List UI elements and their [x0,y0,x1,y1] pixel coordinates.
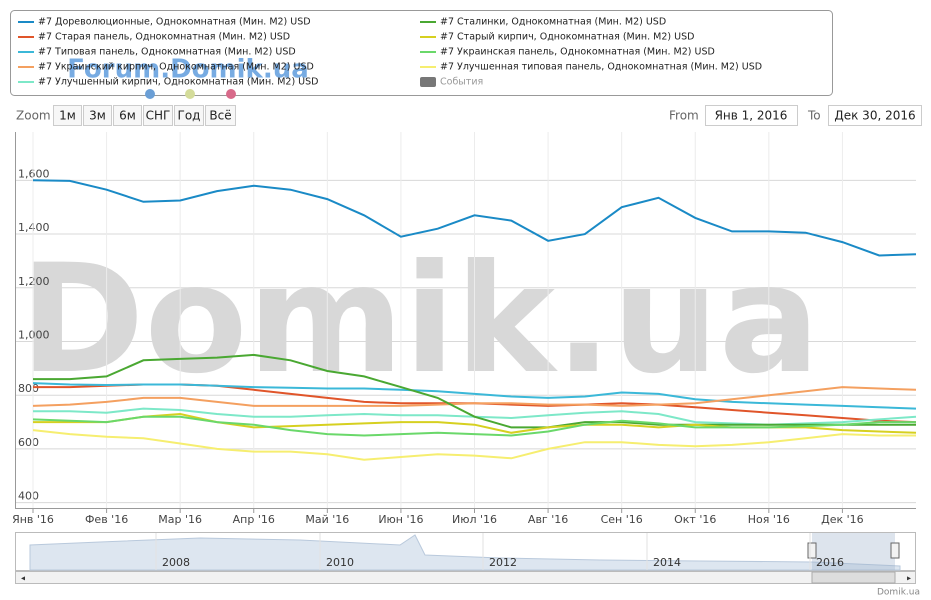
y-tick-label: 1,200 [18,275,50,288]
y-tick-label: 1,400 [18,221,50,234]
legend-label[interactable]: #7 Старая панель, Однокомнатная (Мин. М2… [38,32,290,43]
legend-label[interactable]: #7 Украинская панель, Однокомнатная (Мин… [440,47,715,58]
series-line [32,382,917,410]
series-line [32,429,916,461]
legend-label[interactable]: #7 Украинский кирпич, Однокомнатная (Мин… [38,62,314,73]
to-value[interactable]: Дек 30, 2016 [834,109,915,123]
plot-area: 400 600 800 1,000 1,200 1,400 1,600 Янв '16 Фев … [12,132,917,526]
from-value[interactable]: Янв 1, 2016 [715,109,788,123]
navigator-label: 2010 [326,556,354,569]
legend-label[interactable]: #7 Дореволюционные, Однокомнатная (Мин. … [38,17,311,28]
x-tick-label: Мар '16 [158,513,202,526]
legend-label[interactable]: #7 Улучшенная типовая панель, Однокомнат… [440,62,762,73]
navigator-area [29,534,901,571]
zoom-button[interactable] [205,105,236,126]
zoom-button-label[interactable]: 3м [89,109,106,123]
y-tick-label: 600 [18,436,39,449]
x-tick-label: Дек '16 [821,513,864,526]
x-tick-label: Июн '16 [378,513,423,526]
x-tick-label: Май '16 [305,513,349,526]
zoom-button-label[interactable]: Всё [209,109,231,123]
x-tick-label: Янв '16 [12,513,54,526]
zoom-button[interactable] [113,105,142,126]
zoom-button[interactable] [53,105,82,126]
navigator-label: 2012 [489,556,517,569]
y-tick-label: 800 [18,382,39,395]
legend-label[interactable]: #7 Старый кирпич, Однокомнатная (Мин. М2… [440,32,694,43]
zoom-button-label[interactable]: 6м [119,109,136,123]
series-line [32,179,917,257]
from-input[interactable] [705,105,798,126]
legend-label[interactable]: #7 Типовая панель, Однокомнатная (Мин. М… [38,47,296,58]
to-label: To [807,109,821,123]
decor-dot [185,89,195,99]
watermark: Domik.ua [20,233,820,407]
zoom-button-label[interactable]: 1м [59,109,76,123]
y-tick-label: 1,000 [18,328,50,341]
x-tick-label: Июл '16 [452,513,497,526]
navigator-label: 2008 [162,556,190,569]
scrollbar-thumb[interactable] [811,571,896,584]
decor-dot [145,89,155,99]
credit: Domik.ua [877,588,920,598]
x-tick-label: Сен '16 [601,513,643,526]
zoom-label: Zoom [16,109,51,123]
series-line [33,353,916,429]
zoom-button-label[interactable]: СНГ [146,109,171,123]
scroll-right[interactable]: ▸ [907,574,911,583]
zoom-button[interactable] [83,105,112,126]
y-tick-label: 400 [18,490,39,503]
watermark-top: Forum.Domik.ua [67,55,309,85]
navigator-label: 2014 [653,556,681,569]
zoom-button[interactable] [143,105,173,126]
series-line [32,386,917,407]
x-tick-label: Апр '16 [233,513,275,526]
series-line [32,415,916,437]
to-input[interactable] [828,105,922,126]
scroll-left[interactable]: ◂ [21,574,25,583]
decor-dot [226,89,236,99]
legend-label[interactable]: #7 Улучшенный кирпич, Однокомнатная (Мин… [38,77,318,88]
x-tick-label: Фев '16 [85,513,128,526]
legend-swatch[interactable] [420,77,436,87]
x-tick-label: Окт '16 [674,513,716,526]
legend-label[interactable]: #7 Сталинки, Однокомнатная (Мин. М2) USD [440,17,666,28]
navigator-handle[interactable] [890,542,900,559]
x-tick-label: Авг '16 [528,513,568,526]
navigator-selection[interactable] [812,533,895,570]
navigator-label: 2016 [816,556,844,569]
from-label: From [669,109,699,123]
legend-label[interactable]: События [440,77,483,88]
scrollbar[interactable] [15,571,916,584]
x-tick-label: Ноя '16 [748,513,790,526]
zoom-button-label[interactable]: Год [178,109,201,123]
y-tick-label: 1,600 [18,167,50,180]
zoom-button[interactable] [174,105,204,126]
navigator-handle[interactable] [807,542,817,559]
